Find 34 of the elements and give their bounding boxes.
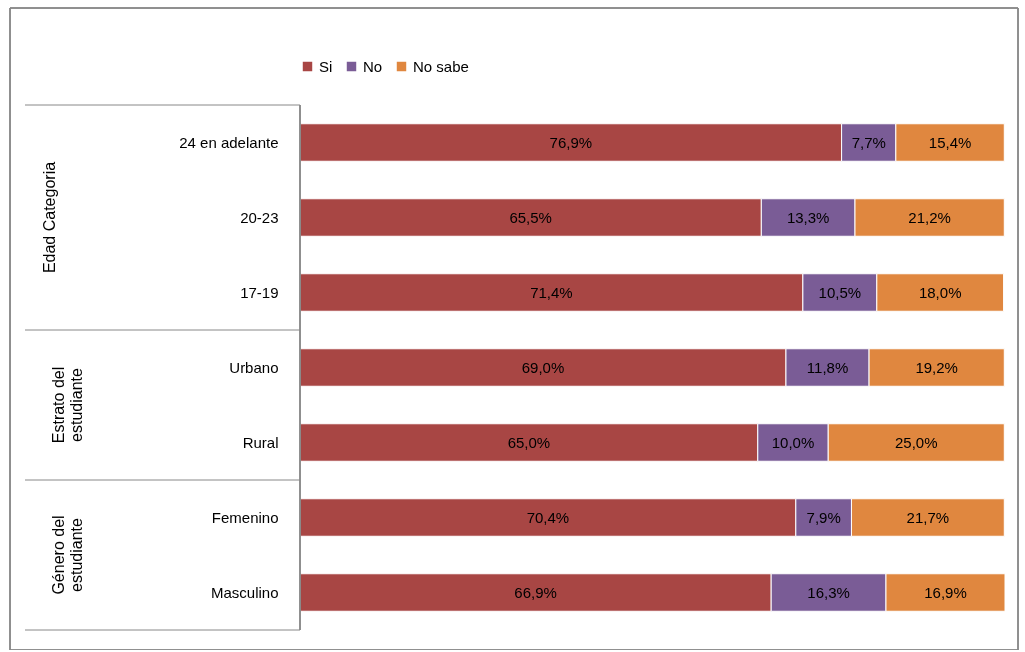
- text: Estrato del estudiante: [50, 366, 85, 444]
- legend-label: Si: [319, 57, 333, 75]
- data-label: 7,7%: [851, 133, 886, 151]
- data-label: 21,2%: [908, 208, 951, 226]
- legend-label: No: [363, 57, 383, 75]
- data-label: 18,0%: [918, 283, 962, 301]
- y-tick-label: Urbano: [229, 358, 279, 376]
- data-label: 15,4%: [928, 133, 972, 151]
- data-label: 10,0%: [771, 433, 815, 451]
- y-tick-label: 20-23: [240, 208, 279, 226]
- y-tick-label: Rural: [242, 433, 279, 451]
- data-label: 7,9%: [806, 508, 841, 526]
- data-label: 19,2%: [915, 358, 958, 376]
- data-label: 13,3%: [786, 208, 830, 226]
- data-label: 65,0%: [507, 433, 551, 451]
- data-label: 16,9%: [924, 583, 967, 601]
- y-tick-label: 17-19: [240, 283, 279, 301]
- data-label: 11,8%: [806, 358, 849, 376]
- text: Género del estudiante: [50, 515, 85, 595]
- y-tick-label: 24 en adelante: [179, 133, 279, 151]
- data-label: 21,7%: [906, 508, 950, 526]
- data-label: 70,4%: [526, 508, 570, 526]
- data-label: 71,4%: [530, 283, 573, 301]
- data-label: 76,9%: [549, 133, 593, 151]
- y-tick-label: Femenino: [211, 508, 279, 526]
- y-tick-label: Masculino: [210, 583, 279, 601]
- data-label: 16,3%: [807, 583, 850, 601]
- text: Edad Categoria: [41, 161, 58, 274]
- legend-label: No sabe: [413, 57, 469, 75]
- data-label: 10,5%: [818, 283, 862, 301]
- data-label: 25,0%: [894, 433, 938, 451]
- data-label: 65,5%: [509, 208, 552, 226]
- data-label: 69,0%: [521, 358, 565, 376]
- data-label: 66,9%: [514, 583, 557, 601]
